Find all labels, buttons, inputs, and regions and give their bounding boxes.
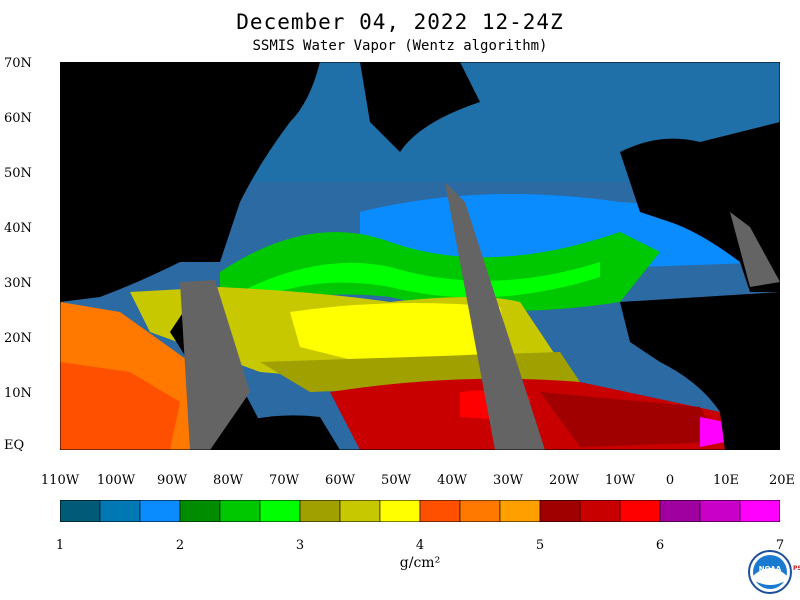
- lon-label-70w: 70W: [269, 473, 299, 488]
- colorbar-swatch: [219, 500, 261, 522]
- colorbar-swatch: [539, 500, 581, 522]
- lat-label-70n: 70N: [4, 56, 32, 71]
- lon-label-100w: 100W: [96, 473, 136, 488]
- lat-label-60n: 60N: [4, 111, 32, 126]
- lon-label-10e: 10E: [712, 473, 740, 488]
- water-vapor-map: [60, 62, 780, 450]
- noaa-logo-text: NOAA: [759, 565, 782, 573]
- colorbar-swatch: [459, 500, 501, 522]
- colorbar-swatch: [60, 500, 101, 522]
- colorbar-tick-7: 7: [775, 538, 785, 553]
- map-title: December 04, 2022 12-24Z: [236, 10, 564, 34]
- colorbar-tick-4: 4: [415, 538, 425, 553]
- colorbar-swatch: [379, 500, 421, 522]
- colorbar-swatch: [499, 500, 541, 522]
- lat-label-10n: 10N: [4, 386, 32, 401]
- lon-label-20e: 20E: [768, 473, 796, 488]
- colorbar-tick-6: 6: [655, 538, 665, 553]
- colorbar-swatch: [579, 500, 621, 522]
- lon-label-40w: 40W: [437, 473, 467, 488]
- colorbar-swatch: [259, 500, 301, 522]
- colorbar: [60, 500, 780, 522]
- colorbar-swatch: [419, 500, 461, 522]
- lon-label-80w: 80W: [213, 473, 243, 488]
- colorbar-swatch: [699, 500, 741, 522]
- lon-label-110w: 110W: [40, 473, 80, 488]
- colorbar-swatch: [139, 500, 181, 522]
- colorbar-units: g/cm²: [399, 555, 441, 571]
- lon-label-10w: 10W: [605, 473, 635, 488]
- lat-label-40n: 40N: [4, 221, 32, 236]
- lon-label-0: 0: [665, 473, 675, 488]
- lat-label-30n: 30N: [4, 276, 32, 291]
- colorbar-swatch: [619, 500, 661, 522]
- colorbar-tick-1: 1: [55, 538, 65, 553]
- lat-label-eq: EQ: [4, 438, 25, 453]
- lon-label-60w: 60W: [325, 473, 355, 488]
- colorbar-swatch: [339, 500, 381, 522]
- lon-label-30w: 30W: [493, 473, 523, 488]
- lon-label-20w: 20W: [549, 473, 579, 488]
- map-subtitle: SSMIS Water Vapor (Wentz algorithm): [252, 38, 548, 54]
- colorbar-tick-5: 5: [535, 538, 545, 553]
- lon-label-50w: 50W: [381, 473, 411, 488]
- lat-label-50n: 50N: [4, 166, 32, 181]
- colorbar-tick-2: 2: [175, 538, 185, 553]
- colorbar-tick-3: 3: [295, 538, 305, 553]
- colorbar-swatch: [99, 500, 141, 522]
- colorbar-swatch: [659, 500, 701, 522]
- colorbar-swatch: [299, 500, 341, 522]
- colorbar-swatch: [179, 500, 221, 522]
- lon-label-90w: 90W: [157, 473, 187, 488]
- psl-logo: PSL: [793, 565, 800, 572]
- noaa-logo: NOAA: [748, 550, 792, 594]
- colorbar-swatch: [739, 500, 780, 522]
- lat-label-20n: 20N: [4, 331, 32, 346]
